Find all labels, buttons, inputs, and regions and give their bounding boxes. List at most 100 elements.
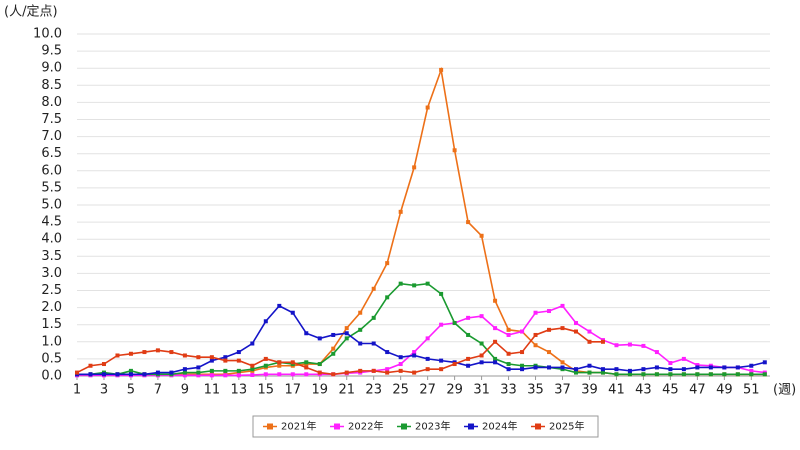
point [560,360,565,365]
point [627,342,632,347]
point [587,329,592,334]
point [547,327,552,332]
point [452,148,457,153]
point [547,365,552,370]
point [493,356,498,361]
point [358,327,363,332]
point [223,358,228,363]
y-tick-label: 3.5 [41,249,62,264]
y-tick-label: 7.0 [41,129,62,144]
point [681,372,686,377]
point [142,350,147,355]
point [344,336,349,341]
point [439,322,444,327]
series-line [77,282,765,376]
y-tick-label: 0.5 [41,351,62,366]
point [250,341,255,346]
point [371,315,376,320]
point [452,362,457,367]
point [479,314,484,319]
point [520,363,525,368]
y-tick-label: 4.5 [41,215,62,230]
point [250,363,255,368]
point [196,373,201,378]
y-tick-label: 9.5 [41,44,62,59]
point [115,372,120,377]
point [277,363,282,368]
point [547,350,552,355]
y-tick-label: 5.0 [41,198,62,213]
point [398,355,403,360]
point [654,350,659,355]
point [223,373,228,378]
point [668,367,673,372]
point [277,303,282,308]
point [344,326,349,331]
x-tick-label: 13 [231,383,248,398]
point [344,331,349,336]
y-tick-label: 8.0 [41,95,62,110]
y-tick-label: 6.0 [41,163,62,178]
x-tick-label: 45 [662,383,679,398]
series-line [76,327,603,376]
point [681,356,686,361]
point [304,331,309,336]
point [155,370,160,375]
point [250,372,255,377]
point [493,339,498,344]
point [493,360,498,365]
y-tick-label: 7.5 [41,112,62,127]
point [695,372,700,377]
legend-marker [401,423,407,430]
y-tick-label: 2.5 [41,283,62,298]
point [600,367,605,372]
point [627,368,632,373]
point [479,360,484,365]
point [75,370,79,375]
point [196,355,201,360]
legend-marker [468,423,474,430]
point [506,362,511,367]
point [533,310,538,315]
point [506,367,511,372]
point [654,365,659,370]
point [614,372,619,377]
point [573,320,578,325]
point [533,365,538,370]
legend-marker [535,423,541,430]
point [358,341,363,346]
point [398,368,403,373]
point [547,309,552,314]
y-tick-label: 2.0 [41,300,62,315]
point [695,365,700,370]
point [425,356,430,361]
point [223,368,228,373]
point [385,350,390,355]
point [533,332,538,337]
y-tick-label: 5.5 [41,180,62,195]
legend-label: 2025年 [549,420,584,433]
point [479,353,484,358]
point [614,343,619,348]
point [290,310,295,315]
point [533,343,538,348]
point [88,363,93,368]
point [169,350,174,355]
point [681,367,686,372]
point [520,367,525,372]
point [290,372,295,377]
point [209,355,214,360]
point [439,67,444,72]
point [398,209,403,214]
point [762,372,767,377]
point [331,372,336,377]
point [641,367,646,372]
legend-label: 2024年 [482,420,517,433]
y-tick-label: 9.0 [41,61,62,76]
point [425,105,430,110]
point [398,281,403,286]
x-tick-label: 39 [581,383,598,398]
x-tick-label: 3 [100,383,108,398]
point [735,372,740,377]
x-axis-label: (週) [773,383,796,398]
